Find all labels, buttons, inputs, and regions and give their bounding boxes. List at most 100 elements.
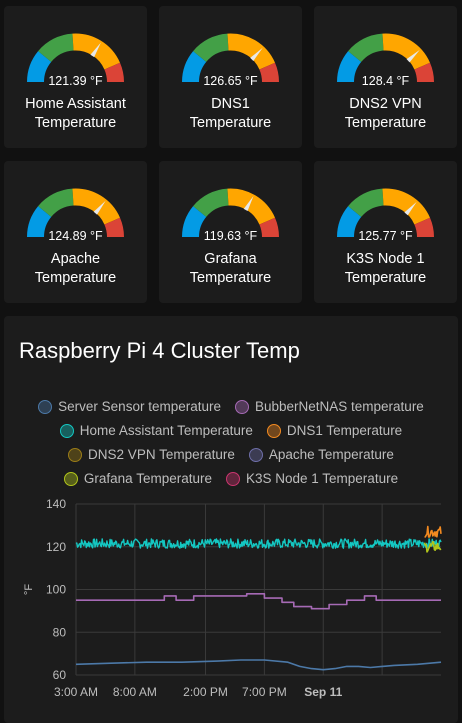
gauge-dial	[182, 188, 279, 238]
gauge-needle	[243, 195, 254, 212]
legend-row: DNS2 VPN Temperature Apache Temperature	[4, 447, 458, 462]
series-line	[424, 525, 442, 538]
y-tick-label: 140	[46, 497, 66, 511]
y-tick-label: 120	[46, 540, 66, 554]
line-chart[interactable]: 60 80 100 120 140 3:00 AM 8:00 AM 2:00 PM 7:00 P…	[4, 316, 458, 723]
legend-label: Grafana Temperature	[83, 471, 212, 486]
gauge-card-home-assistant[interactable]: 121.39 °F Home Assistant Temperature	[4, 6, 147, 148]
y-axis-label: °F	[23, 584, 35, 595]
history-graph-card: Raspberry Pi 4 Cluster Temp Server Senso…	[4, 316, 458, 723]
gauge-dial	[182, 33, 279, 83]
x-tick-label: 7:00 PM	[242, 685, 287, 699]
legend-dot	[234, 399, 249, 414]
gauge-name-line1: Home Assistant	[25, 96, 126, 112]
gauge-needle	[93, 200, 106, 215]
legend-row: Grafana Temperature K3S Node 1 Temperatu…	[4, 471, 458, 486]
gauge-name-line1: K3S Node 1	[346, 251, 425, 267]
legend-item-home-assistant[interactable]: Home Assistant Temperature	[59, 423, 253, 438]
gauge-card-dns1[interactable]: 126.65 °F DNS1 Temperature	[159, 6, 302, 148]
gauge-segment-green	[193, 33, 229, 63]
y-tick-label: 100	[46, 583, 66, 597]
x-tick-label: 2:00 PM	[183, 685, 228, 699]
legend-dot	[266, 423, 281, 438]
gauge-segment-red	[414, 62, 434, 83]
gauge-value: 125.77 °F	[358, 229, 413, 243]
gauge-dial	[337, 188, 434, 238]
y-tick-label: 80	[53, 625, 67, 639]
gauge-name: Apache Temperature	[4, 250, 147, 288]
gauge-name: K3S Node 1 Temperature	[314, 250, 457, 288]
legend-item-grafana[interactable]: Grafana Temperature	[63, 471, 212, 486]
gauge-name: DNS1 Temperature	[159, 95, 302, 133]
gauge-segment-red	[104, 62, 124, 83]
legend-item-server-sensor[interactable]: Server Sensor temperature	[38, 399, 221, 414]
legend-dot	[248, 447, 263, 462]
legend-label: Home Assistant Temperature	[79, 423, 253, 438]
chart-title: Raspberry Pi 4 Cluster Temp	[19, 338, 300, 363]
legend-label: DNS2 VPN Temperature	[88, 447, 235, 462]
gauge-segment-green	[38, 33, 74, 63]
x-tick-label: Sep 11	[304, 685, 342, 699]
legend-item-dns2-vpn[interactable]: DNS2 VPN Temperature	[68, 447, 235, 462]
y-tick-label: 60	[53, 668, 67, 682]
legend-item-bubbernetnas[interactable]: BubberNetNAS temperature	[234, 399, 424, 414]
legend-item-dns1[interactable]: DNS1 Temperature	[266, 423, 402, 438]
gauge-dial	[27, 33, 124, 83]
gauge-dial	[337, 33, 434, 83]
x-tick-label: 3:00 AM	[54, 685, 98, 699]
legend-row: Home Assistant Temperature DNS1 Temperat…	[4, 423, 458, 438]
legend-label: Server Sensor temperature	[58, 399, 221, 414]
gauge-segment-blue	[337, 51, 362, 83]
series-line	[423, 540, 442, 553]
gauge-segment-blue	[182, 206, 207, 238]
gauge-segment-green	[38, 188, 74, 218]
gauge-name-line2: Temperature	[344, 115, 427, 131]
gauge-name-line2: Temperature	[34, 115, 117, 131]
gauge-name: Home Assistant Temperature	[4, 95, 147, 133]
series-line	[75, 659, 442, 671]
gauge-value: 121.39 °F	[48, 74, 103, 88]
legend-dot	[63, 471, 78, 486]
gauge-name-line1: Grafana	[204, 251, 257, 267]
gauge-card-apache[interactable]: 124.89 °F Apache Temperature	[4, 161, 147, 303]
gauge-card-dns2-vpn[interactable]: 128.4 °F DNS2 VPN Temperature	[314, 6, 457, 148]
legend-label: K3S Node 1 Temperature	[245, 471, 399, 486]
gauge-segment-red	[104, 217, 124, 238]
legend-label: BubberNetNAS temperature	[254, 399, 424, 414]
gauge-segment-yellow	[227, 188, 276, 225]
legend-item-k3s-node-1[interactable]: K3S Node 1 Temperature	[225, 471, 399, 486]
gauge-card-k3s-node-1[interactable]: 125.77 °F K3S Node 1 Temperature	[314, 161, 457, 303]
gauge-value: 119.63 °F	[203, 229, 258, 243]
legend-dot	[38, 399, 53, 414]
gauge-segment-blue	[337, 206, 362, 238]
gauge-needle	[90, 42, 101, 58]
legend-dot	[68, 447, 83, 462]
legend-label: Apache Temperature	[268, 447, 394, 462]
gauge-segment-red	[259, 217, 279, 238]
gauge-segment-blue	[27, 51, 52, 83]
gauge-segment-green	[348, 188, 384, 218]
gauge-name-line2: Temperature	[344, 270, 427, 286]
gauge-segment-blue	[27, 206, 52, 238]
gauge-segment-green	[348, 33, 384, 63]
gauge-segment-yellow	[72, 188, 121, 225]
gauge-card-grafana[interactable]: 119.63 °F Grafana Temperature	[159, 161, 302, 303]
gauge-name: Grafana Temperature	[159, 250, 302, 288]
gauge-name-line1: DNS1	[211, 96, 250, 112]
gauge-dial	[27, 188, 124, 238]
legend-item-apache[interactable]: Apache Temperature	[248, 447, 394, 462]
x-tick-label: 8:00 AM	[113, 685, 157, 699]
gauge-segment-red	[414, 217, 434, 238]
series-line	[76, 593, 441, 610]
gauge-name-line2: Temperature	[34, 270, 117, 286]
legend-dot	[225, 471, 240, 486]
series-line	[75, 538, 442, 549]
gauge-segment-yellow	[382, 33, 431, 70]
legend-row: Server Sensor temperature BubberNetNAS t…	[4, 399, 458, 414]
gauge-value: 128.4 °F	[361, 74, 410, 88]
gauge-name-line1: Apache	[50, 251, 101, 267]
gauge-segment-yellow	[227, 33, 276, 70]
gauge-segment-blue	[182, 51, 207, 83]
gauge-value: 124.89 °F	[48, 229, 103, 243]
gauge-needle	[404, 201, 417, 216]
